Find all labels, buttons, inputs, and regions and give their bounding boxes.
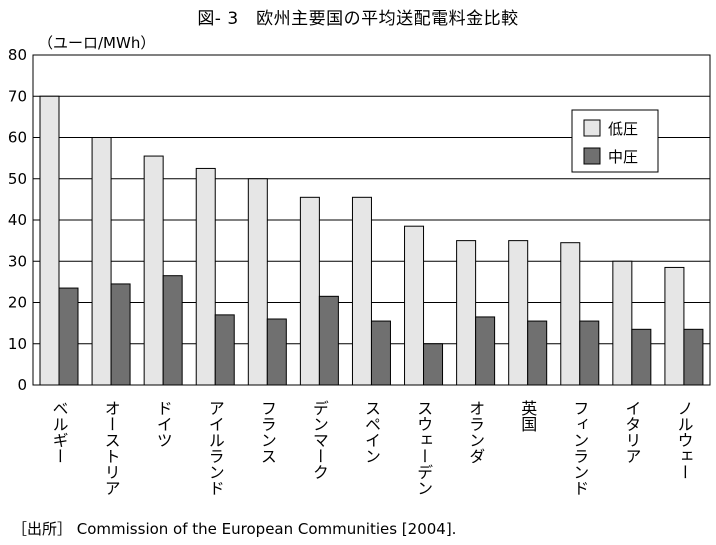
bar-low-voltage (195, 167, 216, 386)
y-tick-label: 0 (17, 376, 27, 394)
category-label: フランス (258, 400, 277, 464)
bar-low-voltage (143, 155, 164, 386)
bar-low-voltage (351, 196, 372, 386)
y-tick-label: 70 (8, 87, 27, 105)
legend-label: 低圧 (608, 120, 638, 138)
y-tick-label: 30 (8, 252, 27, 270)
legend-swatch (583, 147, 601, 165)
chart-title: 図- 3 欧州主要国の平均送配電料金比較 (197, 9, 519, 29)
category-label: ドイツ (154, 400, 173, 448)
y-tick-label: 80 (8, 46, 27, 64)
bar-medium-voltage (318, 295, 339, 386)
category-label: イタリア (622, 400, 641, 464)
bars (39, 95, 704, 386)
bar-low-voltage (91, 137, 112, 386)
bar-medium-voltage (527, 320, 548, 386)
bar-medium-voltage (214, 314, 235, 386)
y-axis-ticks: 0 10 20 30 40 50 60 70 80 (8, 46, 27, 394)
y-tick-label: 40 (8, 211, 27, 229)
bar-medium-voltage (58, 287, 79, 386)
category-label: アイルランド (206, 400, 225, 496)
bar-low-voltage (404, 225, 425, 386)
bar-medium-voltage (370, 320, 391, 386)
bar-medium-voltage (475, 316, 496, 386)
y-tick-label: 60 (8, 129, 27, 147)
bar-low-voltage (508, 240, 529, 386)
legend-label: 中圧 (608, 148, 638, 166)
y-tick-label: 10 (8, 335, 27, 353)
bar-low-voltage (247, 178, 268, 386)
category-label: 英国 (518, 400, 537, 432)
bar-low-voltage (560, 242, 581, 386)
y-tick-label: 20 (8, 294, 27, 312)
legend-swatch (583, 119, 601, 137)
category-label: オーストリア (102, 400, 121, 496)
category-label: デンマーク (310, 400, 329, 480)
category-labels: ベルギー オーストリア ドイツ アイルランド フランス デンマーク スペイン スウェーデン オラ… (50, 400, 694, 496)
source-note: ［出所］ Commission of the European Communit… (12, 520, 457, 538)
bar-medium-voltage (110, 283, 131, 386)
bar-medium-voltage (423, 343, 444, 386)
bar-medium-voltage (266, 318, 287, 386)
plot-frame (32, 54, 711, 386)
bar-low-voltage (612, 260, 633, 386)
category-label: ベルギー (50, 400, 69, 464)
bar-medium-voltage (162, 275, 183, 386)
category-label: ノルウェー (674, 400, 693, 480)
bar-low-voltage (456, 240, 477, 386)
y-tick-label: 50 (8, 170, 27, 188)
category-label: スウェーデン (414, 400, 433, 496)
category-label: オランダ (466, 400, 485, 464)
category-label: スペイン (362, 400, 381, 464)
y-axis-unit-label: （ユーロ/MWh） (38, 34, 156, 52)
bar-low-voltage (299, 196, 320, 386)
bar-low-voltage (39, 95, 60, 386)
bar-medium-voltage (683, 328, 704, 386)
category-label: フィンランド (570, 400, 589, 496)
bar-low-voltage (664, 266, 685, 386)
bar-medium-voltage (579, 320, 600, 386)
bar-medium-voltage (631, 328, 652, 386)
